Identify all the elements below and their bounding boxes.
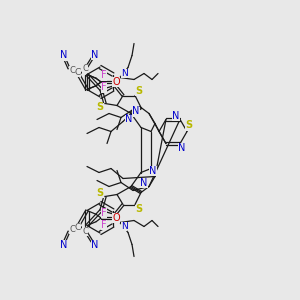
Text: N: N: [91, 241, 99, 250]
Text: N: N: [60, 50, 68, 61]
Text: N: N: [125, 115, 133, 124]
Text: N: N: [172, 111, 180, 122]
Text: F: F: [101, 208, 107, 218]
Text: F: F: [101, 82, 107, 92]
Text: F: F: [101, 220, 107, 230]
Text: N: N: [121, 69, 128, 78]
Text: S: S: [185, 121, 193, 130]
Text: N: N: [60, 239, 68, 250]
Text: C: C: [69, 225, 75, 234]
Text: C: C: [75, 223, 81, 232]
Text: S: S: [96, 103, 103, 112]
Text: C: C: [82, 64, 88, 73]
Text: S: S: [135, 205, 142, 214]
Text: N: N: [121, 222, 128, 231]
Text: O: O: [112, 213, 120, 223]
Text: S: S: [135, 85, 142, 95]
Text: N: N: [132, 106, 140, 116]
Text: C: C: [75, 68, 81, 77]
Text: N: N: [140, 178, 148, 188]
Text: N: N: [178, 142, 186, 153]
Text: S: S: [96, 188, 103, 197]
Text: N: N: [91, 50, 99, 59]
Text: F: F: [101, 70, 107, 80]
Text: C: C: [69, 66, 75, 75]
Text: N: N: [149, 166, 157, 176]
Text: O: O: [112, 77, 120, 87]
Text: C: C: [82, 227, 88, 236]
